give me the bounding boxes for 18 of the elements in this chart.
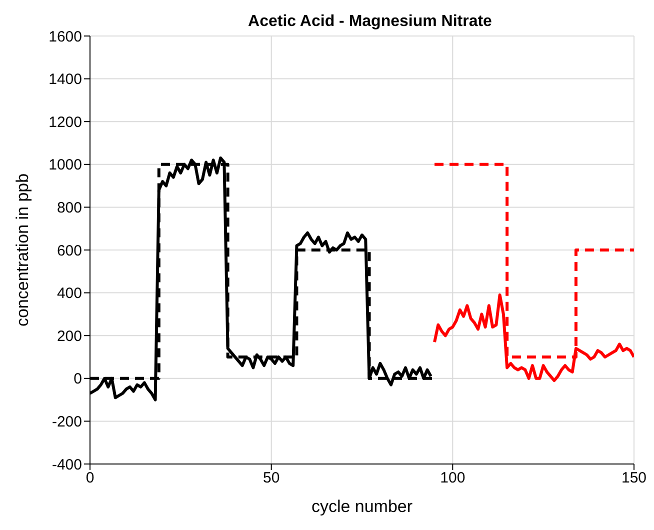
y-tick-label: 600	[56, 242, 82, 260]
y-tick-label: 1000	[48, 156, 82, 174]
y-tick-label: -200	[52, 414, 82, 431]
x-tick-label: 100	[440, 470, 466, 487]
x-axis-title: cycle number	[311, 497, 413, 516]
y-tick-label: 1600	[48, 28, 82, 46]
y-tick-label: 0	[74, 370, 82, 388]
y-tick-label: 1400	[48, 71, 82, 88]
y-axis-title: concentration in ppb	[13, 173, 32, 327]
y-tick-label: -400	[52, 456, 82, 474]
x-tick-label: 50	[262, 470, 280, 487]
y-tick-label: 200	[56, 328, 82, 345]
y-tick-label: 1200	[48, 114, 82, 131]
x-tick-label: 0	[86, 470, 94, 487]
x-tick-label: 150	[621, 470, 647, 487]
y-tick-label: 800	[56, 200, 82, 217]
y-tick-label: 400	[56, 285, 82, 302]
chart-title: Acetic Acid - Magnesium Nitrate	[248, 13, 492, 30]
